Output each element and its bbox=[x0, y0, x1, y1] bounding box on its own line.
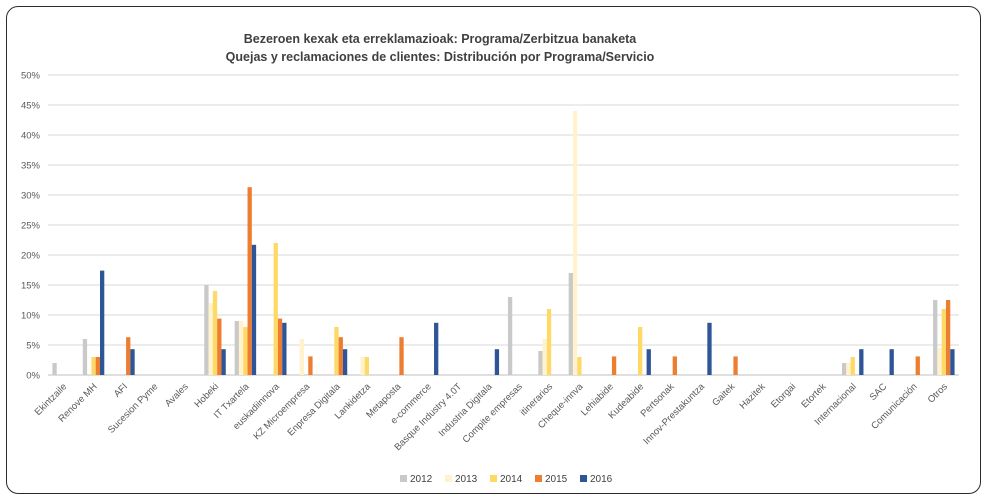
bar-2012 bbox=[204, 285, 209, 375]
y-tick-label: 45% bbox=[21, 101, 41, 112]
legend-swatch bbox=[400, 475, 407, 482]
y-tick-label: 0% bbox=[26, 371, 40, 382]
x-tick-label: Avales bbox=[163, 381, 191, 409]
bar-2013 bbox=[208, 303, 213, 375]
grid-lines bbox=[48, 74, 959, 376]
bar-2015 bbox=[247, 187, 252, 375]
legend-label: 2015 bbox=[545, 474, 568, 485]
bar-2016 bbox=[130, 349, 135, 375]
y-axis-ticks: 0% 5% 10% 15% 20% 25% 30% 35% 40% 45% 50% bbox=[21, 71, 41, 382]
bar-2014 bbox=[941, 309, 946, 375]
bar-2014 bbox=[850, 357, 855, 375]
x-tick-label: Etortek bbox=[799, 381, 828, 410]
bar-2012 bbox=[52, 363, 57, 375]
bar-2016 bbox=[434, 322, 439, 375]
bar-2015 bbox=[308, 356, 313, 375]
bar-2015 bbox=[338, 337, 343, 375]
bar-2012 bbox=[82, 339, 88, 375]
bar-2013 bbox=[846, 363, 851, 375]
y-tick-label: 20% bbox=[21, 251, 41, 262]
bar-2012 bbox=[507, 297, 513, 375]
bar-2014 bbox=[364, 357, 369, 375]
bar-2015 bbox=[672, 356, 677, 375]
bar-2013 bbox=[299, 339, 304, 375]
legend-swatch bbox=[535, 475, 542, 482]
y-tick-label: 40% bbox=[21, 131, 41, 142]
bar-2014 bbox=[546, 309, 552, 375]
bar-2015 bbox=[95, 357, 100, 375]
bar-2016 bbox=[342, 349, 348, 375]
bar-2016 bbox=[889, 349, 894, 375]
bar-2015 bbox=[611, 356, 617, 375]
y-tick-label: 5% bbox=[26, 341, 40, 352]
y-tick-label: 10% bbox=[21, 311, 41, 322]
y-tick-label: 25% bbox=[21, 221, 41, 232]
bar-2012 bbox=[234, 321, 239, 375]
legend: 2012 2013 2014 2015 2016 bbox=[400, 474, 613, 485]
x-tick-label: Enpresa Digitala bbox=[286, 381, 344, 439]
bar-2014 bbox=[577, 357, 582, 375]
bar-2014 bbox=[638, 327, 643, 375]
bar-2014 bbox=[273, 243, 278, 375]
bar-2013 bbox=[572, 111, 578, 375]
bar-2015 bbox=[217, 318, 222, 375]
legend-label: 2012 bbox=[410, 474, 433, 485]
bar-2012 bbox=[841, 363, 847, 375]
bar-2012 bbox=[568, 273, 573, 375]
bar-2012 bbox=[538, 351, 543, 375]
legend-swatch bbox=[490, 475, 497, 482]
x-tick-label: SAC bbox=[868, 381, 890, 403]
x-tick-label: Hazitek bbox=[738, 381, 768, 411]
bar-2016 bbox=[494, 349, 500, 375]
bar-2015 bbox=[915, 356, 920, 375]
chart-title: Bezeroen kexak eta erreklamazioak: Progr… bbox=[244, 32, 638, 46]
chart-frame bbox=[6, 6, 981, 494]
bar-2016 bbox=[646, 349, 651, 375]
bar-2016 bbox=[100, 270, 105, 375]
bar-2015 bbox=[945, 300, 951, 375]
bar-2014 bbox=[212, 291, 218, 375]
bar-2016 bbox=[707, 322, 712, 375]
x-tick-label: AFI bbox=[112, 381, 130, 399]
bar-2014 bbox=[334, 327, 339, 375]
bar-2013 bbox=[360, 357, 365, 375]
bar-2016 bbox=[282, 322, 287, 375]
x-tick-label: Gaitek bbox=[710, 381, 737, 408]
bar-2013 bbox=[937, 348, 942, 375]
bar-2015 bbox=[399, 337, 404, 375]
bar-2013 bbox=[238, 321, 244, 375]
bar-2016 bbox=[221, 349, 226, 375]
x-tick-label: Industria Digitala bbox=[437, 381, 495, 439]
bar-2013 bbox=[542, 339, 547, 375]
y-tick-label: 15% bbox=[21, 281, 41, 292]
bar-2016 bbox=[859, 349, 864, 375]
x-tick-label: Etorgai bbox=[769, 381, 798, 410]
legend-swatch bbox=[580, 475, 587, 482]
legend-swatch bbox=[445, 475, 452, 482]
y-tick-label: 50% bbox=[21, 71, 41, 82]
bar-2012 bbox=[933, 300, 938, 375]
x-tick-label: Compite empresas bbox=[461, 381, 525, 445]
legend-label: 2013 bbox=[455, 474, 478, 485]
y-tick-label: 35% bbox=[21, 161, 41, 172]
legend-label: 2016 bbox=[590, 474, 613, 485]
bar-2015 bbox=[277, 318, 283, 375]
x-tick-label: Otros bbox=[926, 381, 950, 405]
bar-2016 bbox=[251, 244, 257, 375]
legend-label: 2014 bbox=[500, 474, 523, 485]
bars bbox=[52, 111, 955, 375]
bar-2015 bbox=[733, 356, 738, 375]
x-tick-label: Hobeki bbox=[192, 381, 221, 410]
bar-2014 bbox=[91, 357, 96, 375]
bar-2014 bbox=[243, 327, 248, 375]
y-tick-label: 30% bbox=[21, 191, 41, 202]
chart-subtitle: Quejas y reclamaciones de clientes: Dist… bbox=[226, 50, 655, 64]
bar-2016 bbox=[950, 349, 955, 375]
bar-2015 bbox=[126, 337, 131, 375]
